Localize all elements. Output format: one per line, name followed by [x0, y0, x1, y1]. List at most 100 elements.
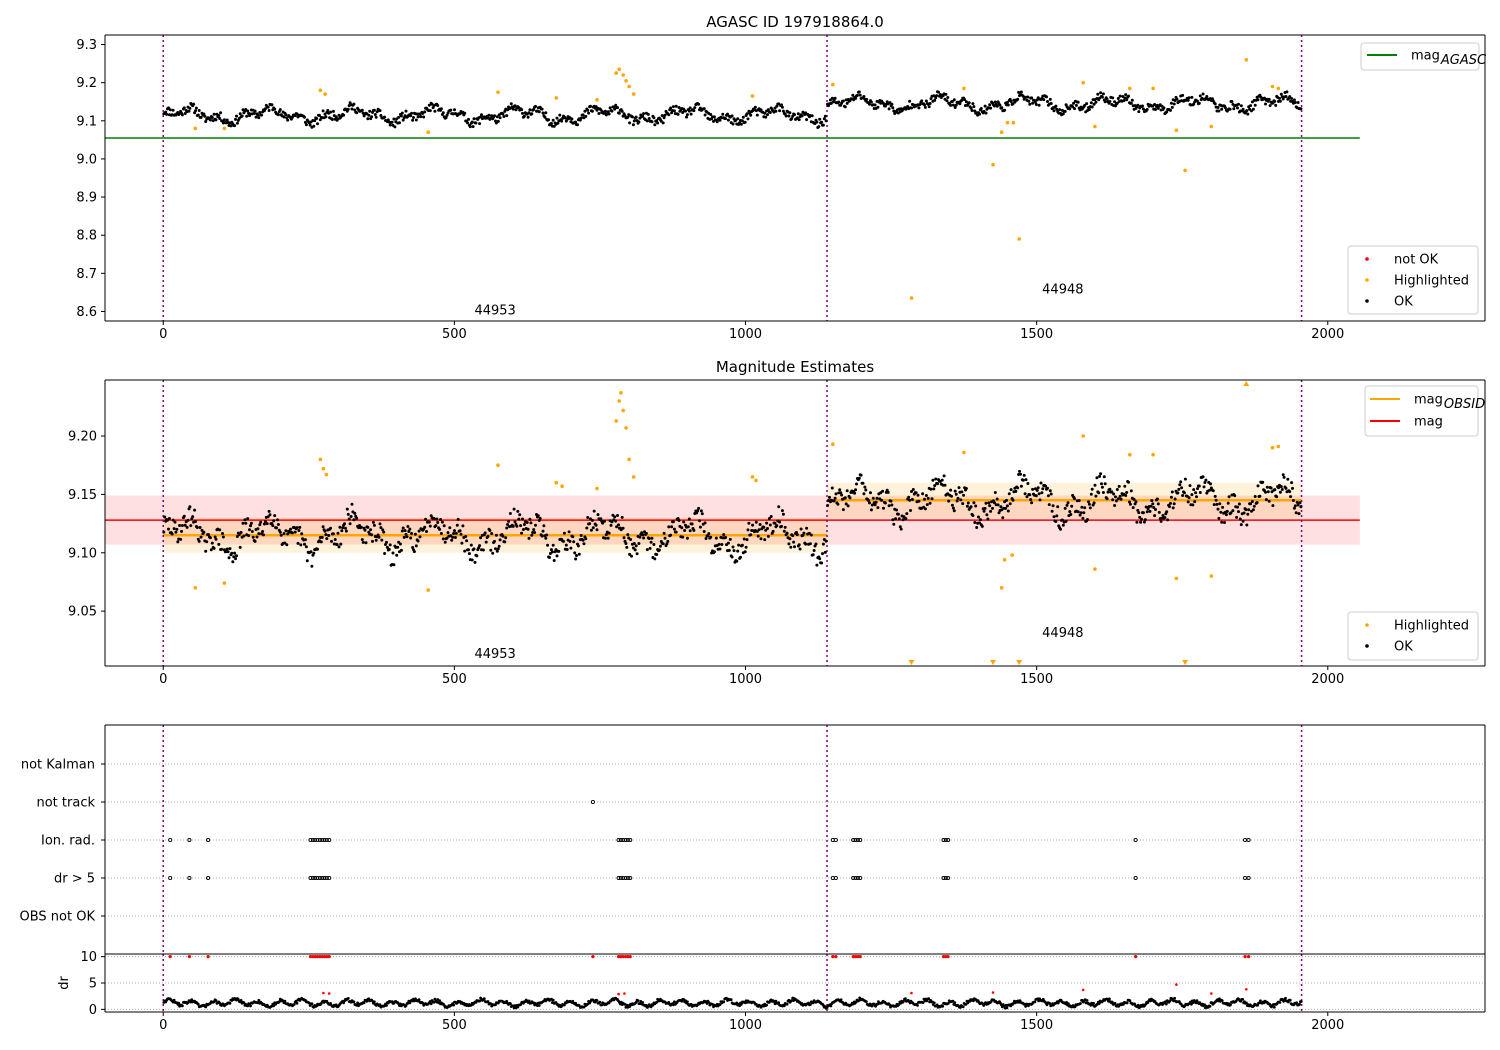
- ok-point: [1267, 97, 1271, 101]
- ok-point: [461, 524, 465, 528]
- ok-point: [920, 99, 924, 103]
- ok-point: [586, 516, 590, 519]
- ok-point: [1246, 112, 1250, 116]
- legend-label: mag: [1411, 49, 1440, 64]
- ok-point: [731, 545, 735, 549]
- ok-point: [505, 114, 509, 118]
- ok-point: [346, 512, 350, 516]
- ok-point: [712, 115, 716, 119]
- dr-point: [1241, 998, 1245, 1001]
- ok-point: [309, 550, 313, 554]
- ok-point: [399, 114, 403, 118]
- ok-point: [714, 536, 718, 540]
- ok-point: [966, 501, 970, 505]
- ok-point: [988, 103, 992, 107]
- ok-point: [173, 520, 177, 524]
- ok-point: [341, 526, 345, 530]
- ok-point: [883, 501, 887, 505]
- dr-point: [634, 1000, 638, 1004]
- ok-point: [284, 113, 288, 117]
- dr-notok-point: [1175, 983, 1178, 986]
- highlighted-point: [323, 92, 327, 96]
- ok-point: [1237, 502, 1241, 506]
- ok-point: [210, 116, 214, 119]
- ok-point: [687, 517, 691, 521]
- ok-point: [1251, 107, 1255, 111]
- obsid-label: 44953: [474, 304, 515, 319]
- ok-point: [1183, 477, 1187, 481]
- ok-point: [865, 98, 869, 101]
- highlighted-point: [324, 472, 329, 477]
- ok-point: [344, 526, 347, 530]
- ok-point: [293, 530, 297, 534]
- ok-point: [739, 555, 742, 559]
- ok-point: [574, 557, 578, 561]
- ok-point: [626, 533, 630, 537]
- ok-point: [993, 100, 997, 104]
- ok-point: [905, 512, 909, 516]
- ok-point: [164, 110, 168, 114]
- ok-point: [192, 102, 196, 106]
- ok-point: [792, 540, 796, 544]
- highlighted-point: [554, 480, 559, 485]
- highlighted-point: [624, 79, 628, 83]
- ok-point: [520, 531, 524, 535]
- ok-point: [973, 521, 977, 524]
- offscale-marker: [1016, 660, 1023, 665]
- ok-point: [1037, 492, 1041, 496]
- ok-point: [845, 101, 849, 105]
- ok-point: [1246, 512, 1250, 516]
- ok-point: [1108, 487, 1112, 491]
- ok-point: [1046, 100, 1049, 103]
- offscale-marker: [989, 660, 996, 665]
- ok-point: [808, 542, 812, 546]
- ok-point: [176, 540, 180, 544]
- flag-point: [590, 799, 595, 805]
- ok-point: [731, 122, 735, 126]
- ok-point: [402, 535, 406, 539]
- ok-point: [198, 526, 202, 529]
- ok-point: [670, 111, 674, 115]
- ok-point: [754, 520, 758, 524]
- ok-point: [1026, 95, 1030, 99]
- highlighted-point: [1209, 574, 1214, 578]
- dr-point: [765, 1003, 768, 1007]
- ok-point: [1077, 499, 1081, 503]
- ok-point: [641, 533, 645, 537]
- ok-point: [824, 119, 828, 123]
- ok-point: [1193, 500, 1197, 504]
- chart-title: Magnitude Estimates: [716, 358, 874, 376]
- ok-point: [617, 523, 620, 527]
- highlighted-point: [222, 126, 227, 131]
- ok-point: [832, 499, 836, 503]
- ok-point: [312, 551, 316, 555]
- flag-point: [851, 875, 856, 881]
- ok-point: [410, 532, 414, 535]
- ok-point: [214, 537, 218, 541]
- ok-point: [432, 517, 436, 520]
- ok-point: [820, 120, 824, 124]
- ok-point: [780, 103, 783, 107]
- flag-point: [1246, 837, 1251, 843]
- ok-point: [628, 121, 632, 125]
- ok-point: [414, 544, 418, 548]
- dr-clipped-point: [621, 955, 625, 959]
- ok-point: [235, 554, 238, 558]
- ok-point: [862, 95, 866, 98]
- ok-point: [606, 110, 610, 114]
- ok-point: [409, 536, 413, 540]
- dr-point: [478, 999, 481, 1003]
- ok-point: [594, 523, 598, 527]
- ok-point: [195, 526, 199, 529]
- ok-point: [1093, 483, 1097, 487]
- ok-point: [1114, 499, 1118, 503]
- flag-point: [623, 875, 628, 881]
- ok-point: [677, 519, 681, 522]
- ok-point: [774, 109, 778, 113]
- ok-point: [464, 535, 468, 538]
- ok-point: [331, 532, 335, 536]
- ok-point: [820, 561, 824, 565]
- ok-point: [433, 109, 437, 113]
- legend-box: [1347, 245, 1479, 315]
- ok-point: [1031, 487, 1035, 491]
